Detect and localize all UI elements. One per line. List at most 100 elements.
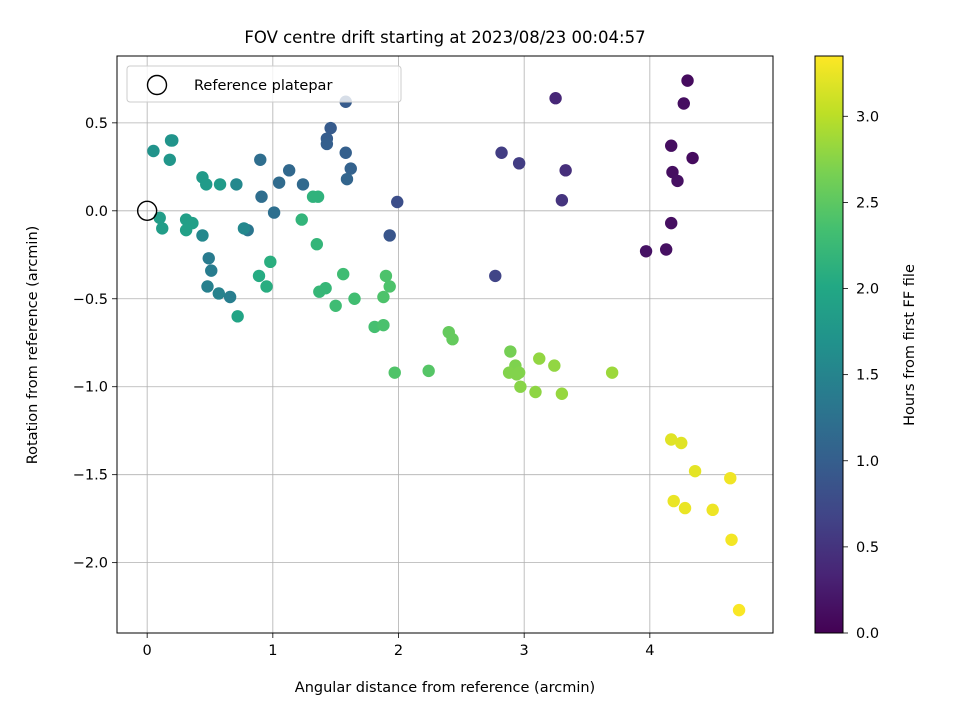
data-point <box>311 190 325 203</box>
data-point <box>446 333 459 346</box>
data-point <box>686 151 699 165</box>
x-tick-label: 1 <box>268 643 277 659</box>
data-point <box>549 92 562 105</box>
data-point <box>377 318 390 332</box>
data-point <box>495 146 508 159</box>
y-tick-label: −0.5 <box>73 292 108 308</box>
data-point <box>548 359 561 372</box>
data-point <box>260 280 273 293</box>
grid-lines <box>117 56 773 633</box>
y-tick-label: 0.0 <box>85 204 108 220</box>
data-point <box>200 178 213 191</box>
data-point <box>667 494 680 508</box>
legend-entry: Reference platepar <box>194 78 332 94</box>
data-point <box>179 223 193 237</box>
colorbar-gradient <box>814 55 844 634</box>
data-point <box>339 146 352 159</box>
colorbar-tick-label: 3.0 <box>856 109 879 125</box>
data-point <box>296 178 310 191</box>
data-point <box>512 366 526 379</box>
data-point <box>675 436 688 450</box>
data-point <box>665 433 678 446</box>
data-point <box>681 74 694 87</box>
y-tick-label: −1.0 <box>73 380 108 396</box>
data-point <box>212 287 225 300</box>
y-axis-label: Rotation from reference (arcmin) <box>25 226 41 465</box>
data-point <box>166 134 179 147</box>
data-point <box>255 190 268 203</box>
colorbar-tick-label: 0.5 <box>856 540 879 556</box>
data-point <box>205 264 218 277</box>
x-tick-label: 2 <box>394 643 403 659</box>
data-point <box>329 299 342 312</box>
data-point <box>295 213 308 226</box>
x-axis-ticks: 0 1 2 3 4 <box>143 633 654 659</box>
scatter-points <box>147 74 746 617</box>
data-point <box>514 380 527 393</box>
legend-marker <box>146 74 168 96</box>
chart-title: FOV centre drift starting at 2023/08/23 … <box>244 28 645 47</box>
data-point <box>231 310 244 323</box>
data-point <box>282 164 296 177</box>
data-point <box>688 464 702 478</box>
colorbar-tick-label: 2.0 <box>856 282 879 298</box>
data-point <box>264 255 277 269</box>
data-point <box>344 162 357 175</box>
data-point <box>533 352 546 365</box>
data-point <box>379 269 393 283</box>
data-point <box>605 366 619 379</box>
data-point <box>678 501 692 515</box>
data-point <box>202 252 215 265</box>
colorbar-tick-label: 1.0 <box>856 454 879 470</box>
data-point <box>196 229 209 242</box>
data-point <box>153 211 166 225</box>
data-point <box>512 157 526 170</box>
y-tick-label: −2.0 <box>73 556 108 572</box>
data-point <box>671 174 684 188</box>
data-point <box>147 144 160 158</box>
data-point <box>725 533 738 546</box>
data-point <box>272 176 286 189</box>
data-point <box>377 290 390 304</box>
data-point <box>665 139 678 152</box>
colorbar-tick-label: 1.5 <box>856 368 879 384</box>
data-point <box>337 267 350 281</box>
y-tick-label: 0.5 <box>85 116 108 132</box>
x-tick-label: 0 <box>143 643 152 659</box>
data-point <box>383 280 396 293</box>
data-point <box>267 206 281 219</box>
data-point <box>559 164 572 177</box>
data-point <box>665 216 678 230</box>
plot-frame <box>116 55 774 634</box>
y-tick-label: −1.5 <box>73 468 108 484</box>
data-point <box>213 178 227 191</box>
data-point <box>254 153 267 166</box>
data-point <box>310 238 324 251</box>
colorbar-ticks: 0.0 0.5 1.0 1.5 2.0 2.5 3.0 <box>843 109 879 642</box>
data-point <box>348 292 361 305</box>
data-point <box>340 172 354 186</box>
data-point <box>489 269 502 283</box>
data-point <box>237 222 251 235</box>
data-point <box>320 137 334 151</box>
data-point <box>319 282 332 295</box>
colorbar-tick-label: 0.0 <box>856 626 879 642</box>
data-point <box>659 243 673 256</box>
reference-platepar-marker <box>136 200 158 222</box>
data-point <box>677 97 690 110</box>
y-axis-ticks: 0.5 0.0 −0.5 −1.0 −1.5 −2.0 <box>73 116 117 572</box>
data-point <box>383 229 396 242</box>
legend: Reference platepar <box>126 65 402 103</box>
data-point <box>156 222 169 235</box>
data-point <box>391 195 404 209</box>
data-point <box>388 366 401 379</box>
data-point <box>706 503 719 517</box>
data-point <box>230 178 243 191</box>
data-point <box>732 603 746 617</box>
data-point <box>724 471 737 485</box>
data-point <box>504 345 517 358</box>
data-point <box>529 385 542 399</box>
x-tick-label: 3 <box>520 643 529 659</box>
data-point <box>223 290 237 304</box>
